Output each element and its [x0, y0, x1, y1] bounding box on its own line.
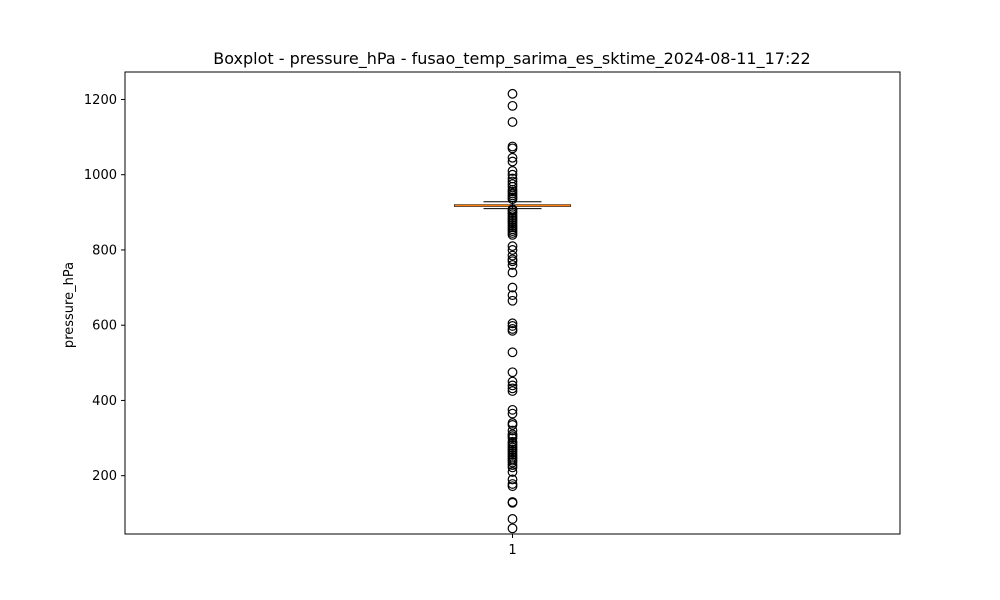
outlier-point [507, 117, 518, 127]
outlier-point [507, 481, 518, 492]
outlier-point [507, 467, 518, 477]
outlier-point [507, 250, 518, 261]
outlier-point [507, 462, 518, 473]
x-tick-label: 1 [508, 543, 516, 558]
outlier-point [507, 383, 518, 394]
outlier-point [507, 347, 518, 358]
outlier-point [507, 100, 518, 111]
y-tick-label: 800 [92, 243, 117, 258]
outlier-point [507, 514, 518, 524]
outlier-point [507, 169, 518, 180]
outlier-point [507, 241, 518, 252]
outlier-point [507, 256, 518, 267]
outlier-point [507, 295, 518, 306]
outlier-point [507, 260, 518, 270]
y-tick-label: 1200 [84, 93, 117, 108]
outlier-point [507, 457, 518, 468]
outlier-point [507, 404, 518, 415]
y-tick-label: 400 [92, 394, 117, 409]
plot-area: 200 400 600 800 1000 1200 1 [84, 71, 901, 558]
outlier-point [507, 380, 518, 391]
outlier-point [507, 245, 518, 255]
outlier-point [507, 156, 518, 167]
outlier-point [507, 88, 518, 99]
outlier-point [507, 179, 518, 190]
outlier-point [507, 523, 518, 534]
outlier-point [507, 290, 518, 300]
outlier-point [507, 497, 518, 508]
outlier-point [507, 282, 518, 293]
outlier-point [507, 318, 518, 329]
outlier-point [507, 166, 518, 176]
outlier-point [507, 474, 518, 485]
outlier-point [507, 194, 518, 205]
outlier-point [507, 143, 518, 154]
y-axis-label: pressure_hPa [62, 262, 77, 348]
outlier-point [507, 321, 518, 331]
outlier-point [507, 419, 518, 430]
outlier-point [507, 433, 518, 443]
outlier-point [507, 152, 518, 163]
y-tick-label: 1000 [84, 168, 117, 183]
outlier-point [507, 386, 518, 396]
outlier-point [507, 408, 518, 419]
y-tick-label: 600 [92, 319, 117, 334]
outlier-point [507, 230, 518, 240]
outlier-point [507, 376, 518, 387]
outlier-point [507, 425, 518, 436]
outlier-point [507, 325, 518, 336]
chart-title: Boxplot - pressure_hPa - fusao_temp_sari… [213, 49, 810, 69]
outlier-point [507, 267, 518, 278]
outlier-point [507, 367, 518, 378]
y-tick-label: 200 [92, 469, 117, 484]
